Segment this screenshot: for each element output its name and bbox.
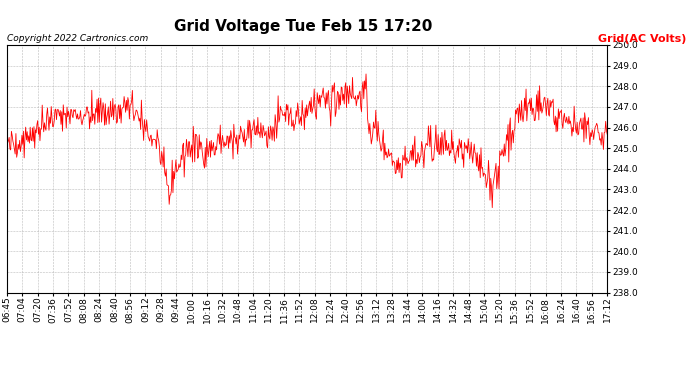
Text: Grid(AC Volts): Grid(AC Volts) (598, 34, 687, 44)
Text: Copyright 2022 Cartronics.com: Copyright 2022 Cartronics.com (7, 34, 148, 43)
Text: Grid Voltage Tue Feb 15 17:20: Grid Voltage Tue Feb 15 17:20 (175, 19, 433, 34)
